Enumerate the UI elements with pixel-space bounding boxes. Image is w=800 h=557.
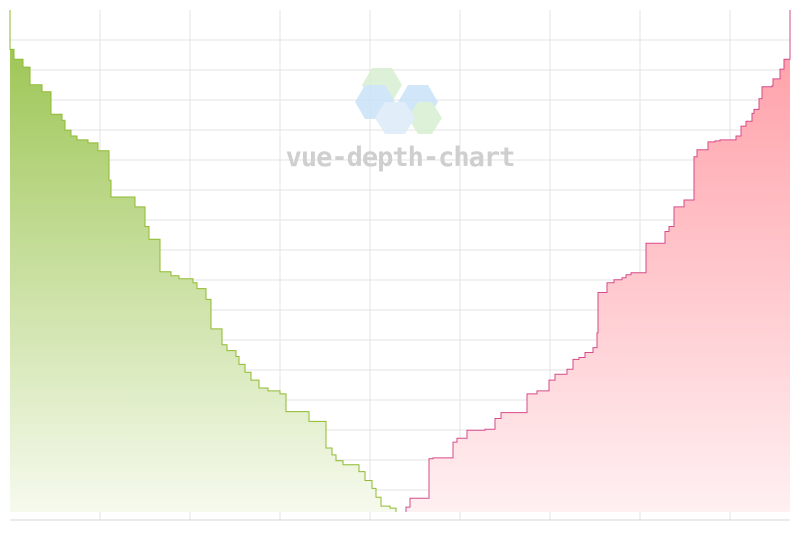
series-layer xyxy=(9,10,791,512)
watermark: vue-depth-chart xyxy=(286,68,515,173)
watermark-logo-icon xyxy=(355,68,442,134)
ask-depth-area xyxy=(406,10,790,512)
watermark-text: vue-depth-chart xyxy=(286,142,515,173)
ask-depth-line xyxy=(405,10,791,512)
bid-depth-area xyxy=(10,10,396,512)
bid-depth-line xyxy=(9,10,397,512)
